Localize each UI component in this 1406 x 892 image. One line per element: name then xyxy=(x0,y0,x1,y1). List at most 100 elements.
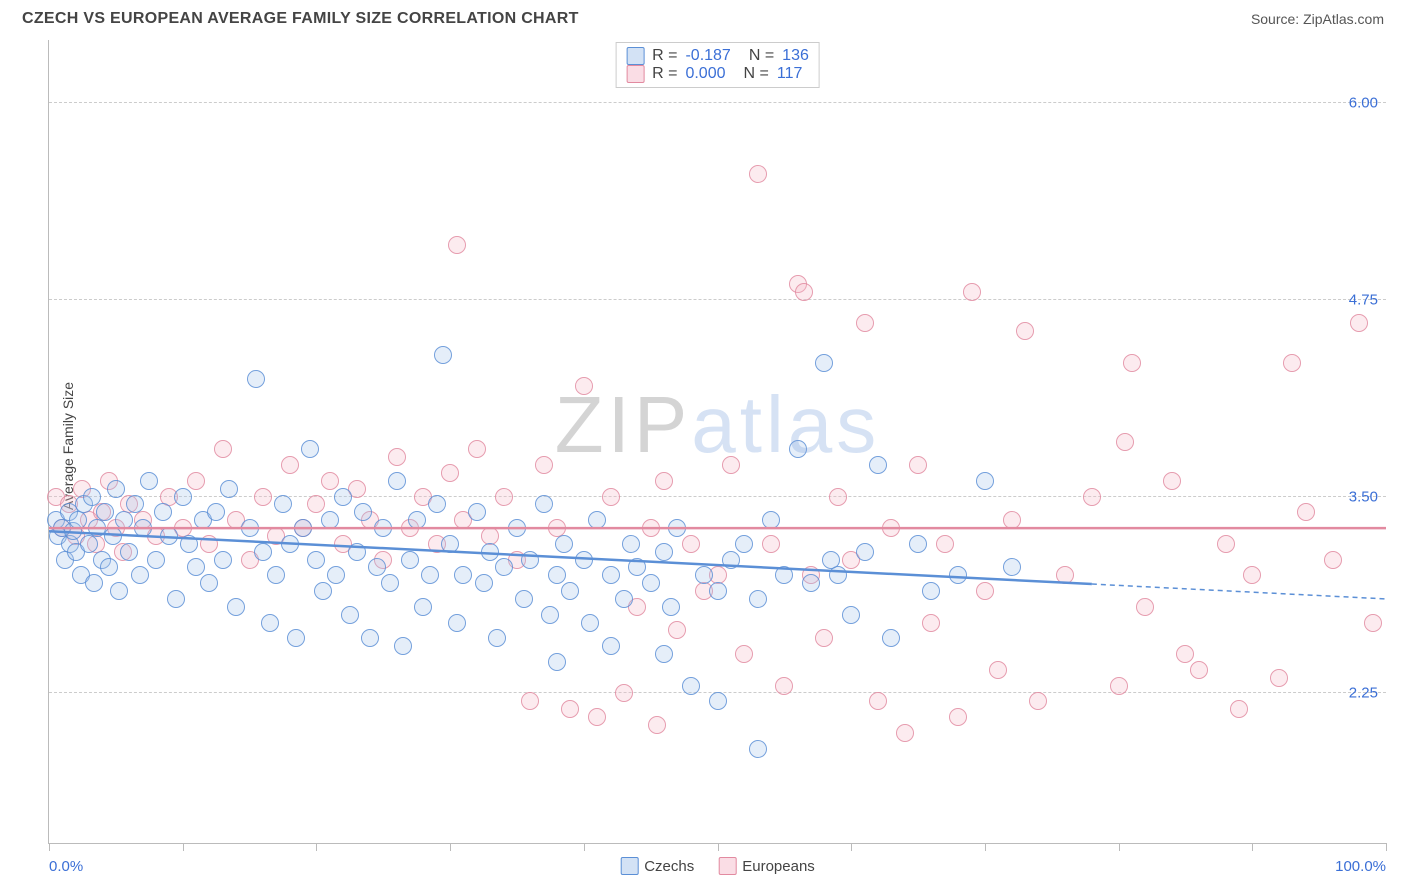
data-point xyxy=(922,614,940,632)
legend-series-label: Europeans xyxy=(742,858,815,875)
data-point xyxy=(314,582,332,600)
data-point xyxy=(334,488,352,506)
data-point xyxy=(829,488,847,506)
data-point xyxy=(963,283,981,301)
data-point xyxy=(588,511,606,529)
x-axis-min-label: 0.0% xyxy=(49,858,83,875)
data-point xyxy=(468,503,486,521)
data-point xyxy=(775,566,793,584)
data-point xyxy=(134,519,152,537)
data-point xyxy=(581,614,599,632)
data-point xyxy=(1116,433,1134,451)
watermark: ZIPatlas xyxy=(555,379,880,471)
data-point xyxy=(949,566,967,584)
data-point xyxy=(541,606,559,624)
data-point xyxy=(434,346,452,364)
data-point xyxy=(628,558,646,576)
y-tick-label: 3.50 xyxy=(1349,488,1378,505)
x-tick xyxy=(851,843,852,851)
data-point xyxy=(602,566,620,584)
data-point xyxy=(795,283,813,301)
data-point xyxy=(762,535,780,553)
data-point xyxy=(936,535,954,553)
data-point xyxy=(448,614,466,632)
data-point xyxy=(735,535,753,553)
legend-swatch xyxy=(626,65,644,83)
data-point xyxy=(668,621,686,639)
data-point xyxy=(735,645,753,663)
data-point xyxy=(167,590,185,608)
data-point xyxy=(1350,314,1368,332)
data-point xyxy=(642,574,660,592)
data-point xyxy=(662,598,680,616)
data-point xyxy=(321,472,339,490)
data-point xyxy=(131,566,149,584)
data-point xyxy=(414,598,432,616)
data-point xyxy=(80,535,98,553)
data-point xyxy=(241,519,259,537)
data-point xyxy=(882,519,900,537)
y-tick-label: 4.75 xyxy=(1349,291,1378,308)
data-point xyxy=(1029,692,1047,710)
data-point xyxy=(909,535,927,553)
legend-row: R =-0.187N =136 xyxy=(626,47,809,65)
data-point xyxy=(655,472,673,490)
scatter-plot: ZIPatlas R =-0.187N =136R =0.000N =117 0… xyxy=(48,40,1386,844)
x-tick xyxy=(584,843,585,851)
data-point xyxy=(261,614,279,632)
data-point xyxy=(655,645,673,663)
data-point xyxy=(481,543,499,561)
data-point xyxy=(1230,700,1248,718)
data-point xyxy=(281,456,299,474)
x-tick xyxy=(183,843,184,851)
data-point xyxy=(976,582,994,600)
data-point xyxy=(1110,677,1128,695)
legend-series-label: Czechs xyxy=(644,858,694,875)
data-point xyxy=(254,543,272,561)
data-point xyxy=(428,495,446,513)
data-point xyxy=(682,535,700,553)
data-point xyxy=(989,661,1007,679)
data-point xyxy=(388,472,406,490)
data-point xyxy=(1123,354,1141,372)
data-point xyxy=(281,535,299,553)
data-point xyxy=(815,354,833,372)
data-point xyxy=(147,551,165,569)
data-point xyxy=(882,629,900,647)
data-point xyxy=(1270,669,1288,687)
legend-r-label: R = xyxy=(652,47,677,65)
data-point xyxy=(602,488,620,506)
x-tick xyxy=(316,843,317,851)
data-point xyxy=(267,566,285,584)
data-point xyxy=(274,495,292,513)
data-point xyxy=(802,574,820,592)
legend-row: R =0.000N =117 xyxy=(626,65,809,83)
data-point xyxy=(695,566,713,584)
data-point xyxy=(187,472,205,490)
data-point xyxy=(602,637,620,655)
data-point xyxy=(401,551,419,569)
data-point xyxy=(381,574,399,592)
x-tick xyxy=(49,843,50,851)
x-axis-max-label: 100.0% xyxy=(1335,858,1386,875)
data-point xyxy=(622,535,640,553)
data-point xyxy=(126,495,144,513)
data-point xyxy=(495,488,513,506)
data-point xyxy=(1217,535,1235,553)
data-point xyxy=(100,558,118,576)
data-point xyxy=(655,543,673,561)
data-point xyxy=(1190,661,1208,679)
data-point xyxy=(615,590,633,608)
data-point xyxy=(588,708,606,726)
data-point xyxy=(1364,614,1382,632)
data-point xyxy=(187,558,205,576)
data-point xyxy=(561,700,579,718)
data-point xyxy=(120,543,138,561)
data-point xyxy=(856,314,874,332)
data-point xyxy=(327,566,345,584)
data-point xyxy=(341,606,359,624)
data-point xyxy=(85,574,103,592)
data-point xyxy=(96,503,114,521)
legend-r-value: -0.187 xyxy=(685,47,730,65)
data-point xyxy=(107,480,125,498)
